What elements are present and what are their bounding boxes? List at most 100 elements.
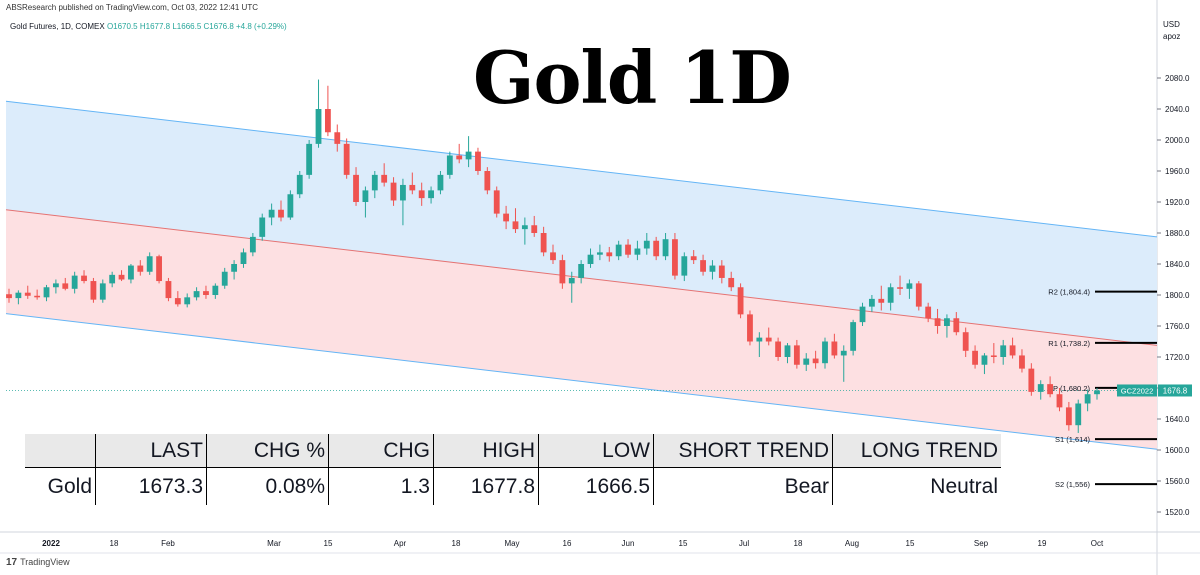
y-tick-label: 1520.0 [1165,508,1190,517]
candle-body [897,287,903,289]
candle-body [653,240,660,257]
candle-body [465,151,472,160]
x-tick-label: Mar [267,539,281,548]
candle-body [6,294,12,299]
y-tick-label: 1800.0 [1165,291,1190,300]
tradingview-logo-text: TradingView [20,557,70,567]
channel-upper-band [6,101,1157,346]
candle-body [296,174,303,195]
candle-body [493,190,500,214]
cell-long-trend: Neutral [832,467,1001,505]
cell-chg-pct: 0.08% [206,467,329,505]
candle-body [831,341,838,356]
candle-body [156,256,162,282]
pivot-label: S1 (1,614) [1055,435,1091,444]
x-tick-label: May [504,539,519,548]
candle-body [24,292,31,296]
y-tick-label: 1640.0 [1165,415,1190,424]
candle-body [52,283,59,288]
candle-body [737,287,744,315]
channel-lower-line [5,313,1158,450]
legend-high: H1677.8 [139,22,171,31]
candle-body [1094,390,1100,395]
chart-title: Gold 1D [473,35,792,120]
x-tick-label: Feb [161,539,175,548]
candle-body [221,271,228,286]
header-low: LOW [538,434,654,468]
candle-body [587,254,594,264]
candle-body [840,350,847,356]
candle-body [503,213,510,222]
price-tag-value-box [1158,384,1192,397]
x-tick-label: Oct [1091,539,1104,548]
candle-body [381,174,388,183]
tradingview-logo: 17 TradingView [6,557,70,568]
candle-body [559,260,566,284]
price-tag: GCZ2022 1676.8 [1117,384,1192,397]
header-chg-pct: CHG % [206,434,329,468]
candle-body [343,143,350,175]
candle-body [146,256,153,272]
cell-high: 1677.8 [433,467,539,505]
candle-body [803,358,810,365]
candle-body [765,337,772,342]
candle-body [756,337,763,342]
candle-body [672,239,678,276]
candle-body [531,225,538,233]
table-row: Gold 1673.3 0.08% 1.3 1677.8 1666.5 Bear… [25,467,1001,505]
candle-body [362,190,369,202]
candle-body [1009,345,1016,356]
x-tick-label: 18 [794,539,803,548]
candle-body [475,151,481,171]
candle-body [981,355,988,365]
candle-body [109,274,116,284]
candle-body [278,209,284,218]
candle-body [1065,407,1072,426]
x-tick-label: 15 [679,539,688,548]
symbol-legend: Gold Futures, 1D, COMEX O1670.5 H1677.8 … [10,22,287,31]
candle-body [747,314,753,342]
legend-change: +4.8 (+0.29%) [236,22,287,31]
x-tick-label: 16 [563,539,572,548]
publisher-credit: ABSResearch published on TradingView.com… [6,3,258,12]
candle-body [428,190,434,199]
candle-body [231,264,238,272]
candle-body [953,318,960,333]
x-tick-label: 18 [110,539,119,548]
candle-body [1019,355,1025,369]
candle-body [1084,394,1091,404]
candle-body [81,275,87,282]
candle-body [512,221,519,230]
candle-body [962,332,969,351]
candle-body [71,275,78,289]
candle-body [728,277,735,288]
candle-body [15,292,22,299]
x-tick-label: 18 [452,539,461,548]
y-tick-label: 1920.0 [1165,198,1190,207]
candle-body [915,283,922,307]
candle-body [550,252,556,261]
candle-body [99,283,106,300]
candle-body [268,209,275,218]
candle-body [1075,403,1082,426]
quote-table: LAST CHG % CHG HIGH LOW SHORT TREND LONG… [25,434,1001,505]
cell-last: 1673.3 [95,467,207,505]
y-tick-label: 2080.0 [1165,74,1190,83]
candle-body [906,283,913,289]
candle-body [43,287,50,298]
price-tag-symbol-box [1117,384,1157,397]
y-tick-label: 1960.0 [1165,167,1190,176]
candle-body [287,194,294,218]
x-tick-label: 19 [1038,539,1047,548]
y-tick-label: 1880.0 [1165,229,1190,238]
x-tick-label: 2022 [42,539,60,548]
x-tick-label: Aug [845,539,859,548]
pivot-label: P (1,680.2) [1053,384,1090,393]
candle-body [315,109,322,144]
pivot-label: R1 (1,738.2) [1048,339,1090,348]
candle-body [718,265,725,278]
candle-body [944,318,950,326]
candle-body [1056,394,1063,408]
candle-body [812,358,819,364]
